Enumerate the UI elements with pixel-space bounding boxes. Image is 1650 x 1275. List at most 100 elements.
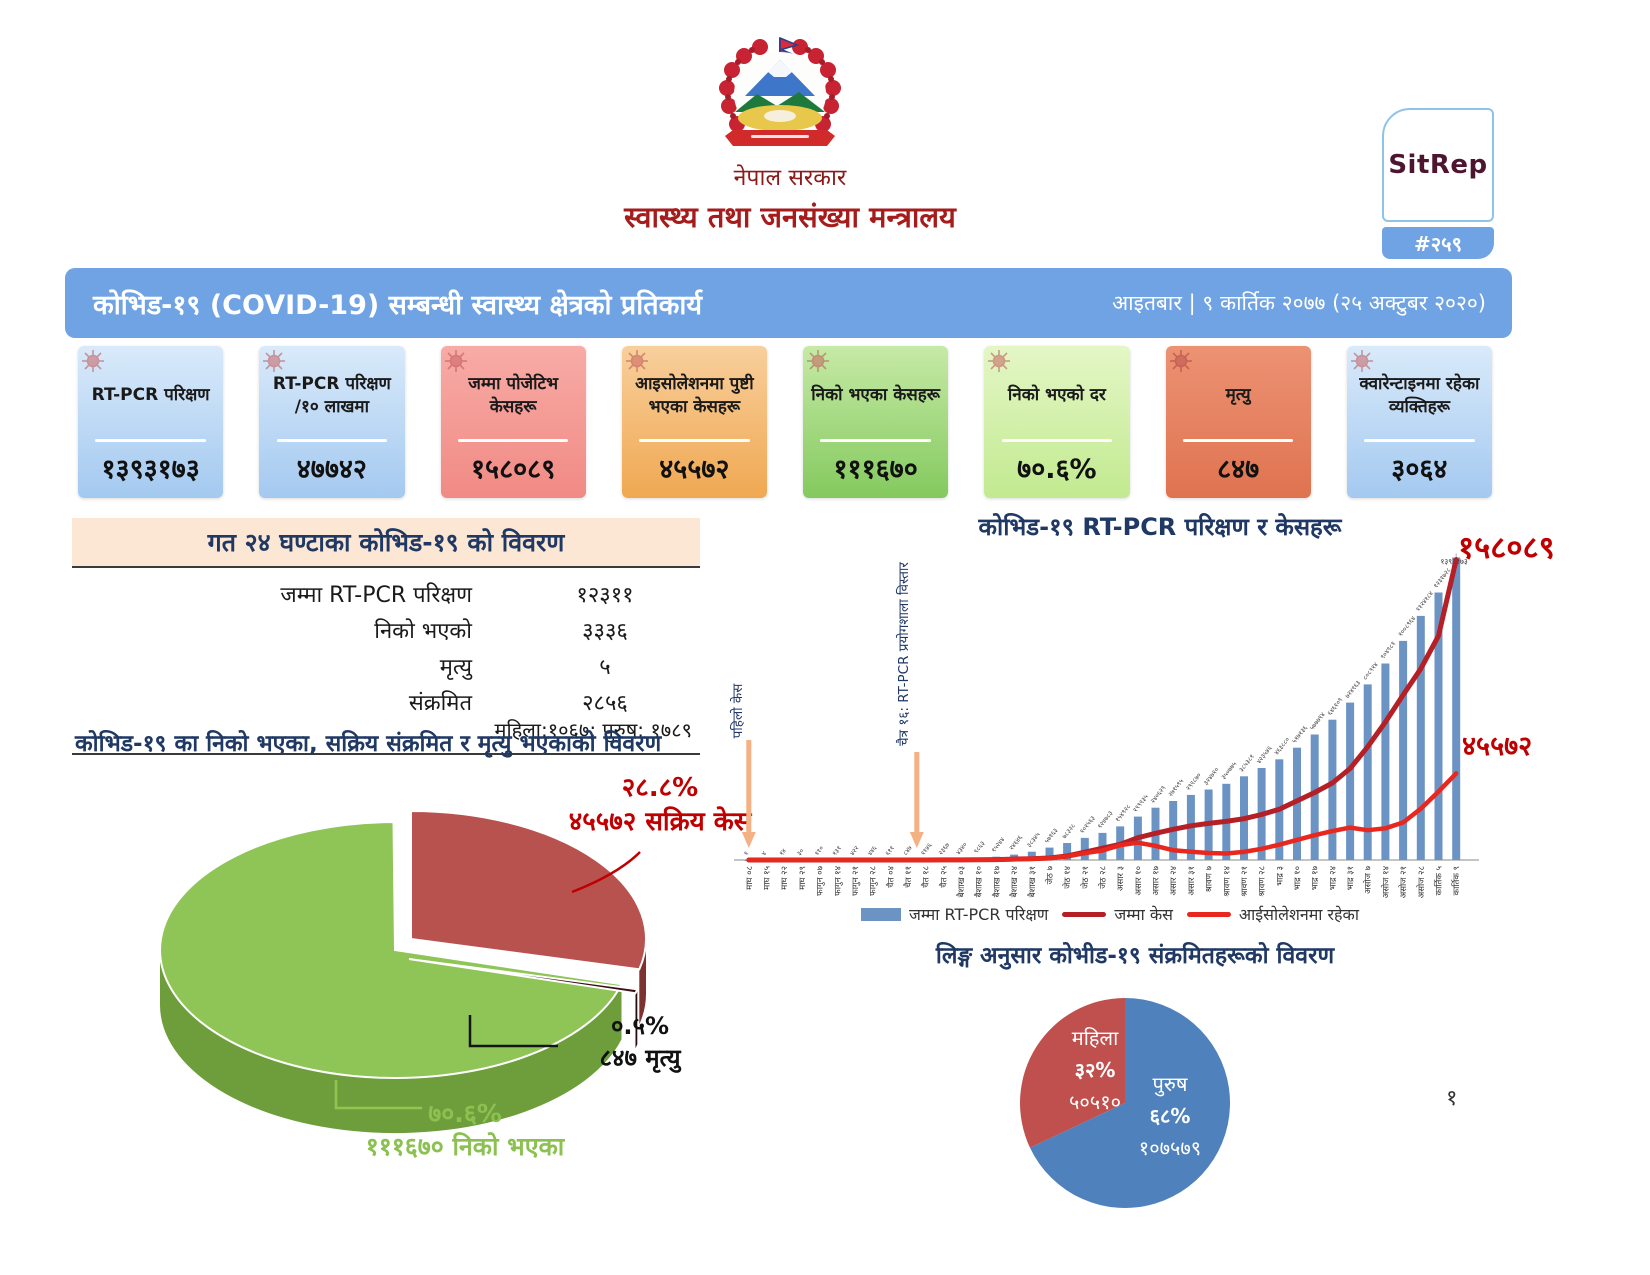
stat-cards-row: RT-PCR परिक्षण १३९३१७३ RT-PCR परिक्षण /१…: [78, 346, 1492, 498]
title-bar: कोभिड-१९ (COVID-19) सम्बन्धी स्वास्थ्य क…: [65, 268, 1512, 338]
last24-panel: गत २४ घण्टाका कोभिड-१९ को विवरण जम्मा RT…: [72, 518, 700, 755]
svg-text:माघ ०८: माघ ०८: [745, 866, 755, 890]
male-pct: ६८%: [1149, 1104, 1191, 1128]
svg-text:१९९९३५: १९९९३५: [1131, 792, 1150, 813]
stat-card-total-positive: जम्मा पोजेटिभ केसहरू १५८०८९: [440, 346, 586, 498]
virus-icon: [263, 350, 286, 372]
svg-text:भाद्र ३: भाद्र ३: [1275, 866, 1285, 886]
svg-text:२४०६२९: २४०६२९: [1149, 784, 1168, 805]
svg-text:असार ३: असार ३: [1116, 866, 1126, 891]
svg-text:बैशाख ३१: बैशाख ३१: [1027, 866, 1038, 897]
svg-text:श्रावण २१: श्रावण २१: [1240, 866, 1250, 897]
svg-text:असोज १४: असोज १४: [1380, 866, 1391, 898]
svg-text:असार २४: असार २४: [1169, 866, 1179, 895]
gender-pie-chart: [1008, 996, 1258, 1246]
svg-text:५७१६३: ५७१६३: [1043, 827, 1060, 845]
svg-text:१५२४४: १५२४४: [990, 835, 1007, 854]
svg-text:४२२: ४२२: [848, 844, 861, 857]
pie-label-recovered: ७०.६% १११६७० निको भएका: [320, 1098, 610, 1163]
stat-card-label: RT-PCR परिक्षण: [91, 385, 210, 406]
stat-card-value: १११६७०: [833, 454, 918, 485]
svg-text:बैशाख २४: बैशाख २४: [1009, 866, 1020, 897]
sitrep-card: SitRep: [1382, 108, 1494, 222]
page-number: १: [1446, 1086, 1458, 1111]
line-swatch-icon: [1186, 911, 1231, 917]
stat-card-label: जम्मा पोजेटिभ केसहरू: [468, 373, 559, 417]
virus-icon: [625, 350, 648, 372]
stat-underline: [1182, 439, 1294, 442]
row-gender-breakdown: महिला:१०६७; पुरुष: १७८९: [494, 718, 692, 742]
svg-text:कार्तिक ५: कार्तिक ५: [1434, 866, 1445, 895]
flower-wreath: [719, 39, 841, 132]
svg-text:चैत ०४: चैत ०४: [885, 866, 896, 888]
report-date: आइतबार | ९ कार्तिक २०७७ (२५ अक्टुबर २०२०…: [1112, 291, 1486, 315]
stat-underline: [457, 439, 569, 442]
svg-text:४६३८८०: ४६३८८०: [1273, 736, 1292, 757]
virus-icon: [444, 350, 467, 372]
svg-text:१०१५६३: १०१५६३: [1078, 814, 1097, 835]
svg-text:माघ १५: माघ १५: [763, 866, 773, 890]
svg-text:भाद्र १७: भाद्र १७: [1311, 865, 1321, 890]
row-label: मृत्यु: [439, 655, 472, 680]
svg-text:४३४०: ४३४०: [954, 841, 969, 857]
female-name: महिला: [1071, 1026, 1119, 1050]
last24-title: गत २४ घण्टाका कोभिड-१९ को विवरण: [72, 518, 700, 566]
table-row: जम्मा RT-PCR परिक्षण १२३११: [72, 576, 700, 612]
male-name: पुरुष: [1152, 1072, 1188, 1096]
svg-text:१३१: १३१: [831, 844, 844, 857]
svg-text:माघ २२: माघ २२: [780, 866, 790, 890]
sitrep-number: #२५९: [1414, 231, 1462, 256]
virus-icon: [82, 350, 104, 372]
svg-text:९०४९८१: ९०४९८१: [1379, 640, 1398, 661]
svg-text:११४६: ११४६: [919, 841, 934, 857]
stat-card-tests-per-million: RT-PCR परिक्षण /१० लाखमा ४७७४२: [259, 346, 405, 498]
svg-text:श्रावण ७: श्रावण ७: [1205, 865, 1215, 892]
stat-card-value: ३०६४: [1391, 454, 1448, 485]
ministry-name: स्वास्थ्य तथा जनसंख्या मन्त्रालय: [624, 200, 956, 234]
emblem-core: [734, 52, 826, 136]
svg-text:१२४७८३: १२४७८३: [1096, 809, 1115, 830]
sitrep-badge: SitRep #२५९: [1382, 108, 1494, 259]
emblem-ribbon: [725, 130, 835, 146]
table-row: मृत्यु ५: [72, 648, 700, 684]
svg-text:फागुन ०७: फागुन ०७: [816, 865, 826, 895]
row-label: जम्मा RT-PCR परिक्षण: [280, 583, 472, 608]
svg-text:माघ २९: माघ २९: [798, 866, 808, 890]
line-swatch-icon: [1062, 911, 1107, 917]
virus-icon: [1350, 350, 1373, 372]
stat-underline: [276, 439, 388, 442]
row-value: ३३३६: [582, 619, 628, 644]
svg-text:७८३२८: ७८३२८: [1060, 822, 1077, 841]
svg-text:फागुन २८: फागुन २८: [869, 866, 879, 896]
stat-card-value: १५८०८९: [471, 454, 556, 485]
svg-text:५७७७९४: ५७७७९४: [1308, 710, 1327, 731]
stat-card-value: १३९३१७३: [101, 454, 200, 485]
svg-text:जेठ ७: जेठ ७: [1045, 865, 1056, 884]
gender-pie-title: लिङ्ग अनुसार कोभीड-१९ संक्रमितहरूको विवर…: [935, 943, 1335, 969]
recovered-callout: १११६७० निको भएका: [365, 1131, 565, 1161]
female-pct: ३२%: [1074, 1058, 1116, 1082]
stat-card-recovery-rate: निको भएको दर ७०.६%: [984, 346, 1130, 498]
svg-text:बैशाख ०३: बैशाख ०३: [956, 866, 967, 897]
stat-card-label: क्वारेन्टाइनमा रहेका व्यक्तिहरू: [1359, 373, 1480, 417]
svg-text:२९९८७०: २९९८७०: [1184, 771, 1203, 792]
gender-label-female: महिला ३२% ५०५१०: [1035, 1022, 1155, 1118]
svg-text:असोज २८: असोज २८: [1416, 866, 1427, 898]
virus-icon: [1169, 350, 1192, 372]
svg-text:१: १: [742, 850, 750, 858]
svg-text:असार १०: असार १०: [1134, 866, 1144, 895]
nepal-emblem-logo: [719, 36, 841, 146]
stat-card-value: ८४७: [1217, 454, 1260, 485]
stat-card-value: ४५५७२: [659, 454, 730, 485]
svg-text:बैशाख १०: बैशाख १०: [974, 866, 985, 897]
svg-text:श्रावण १४: श्रावण १४: [1222, 866, 1232, 897]
annotation-lab-expansion: चैत्र १६: RT-PCR प्रयोगशाला विस्तार: [896, 562, 912, 746]
stat-underline: [95, 439, 206, 442]
legend-item-total-cases: जम्मा केस: [1062, 903, 1173, 925]
stat-card-label: आइसोलेशनमा पुष्टी भएका केसहरू: [635, 373, 754, 417]
svg-text:चैत २५: चैत २५: [938, 866, 949, 888]
stat-card-label: निको भएको दर: [1007, 385, 1106, 406]
svg-text:कार्तिक ९: कार्तिक ९: [1451, 866, 1462, 895]
row-value: २८५६: [582, 691, 628, 716]
